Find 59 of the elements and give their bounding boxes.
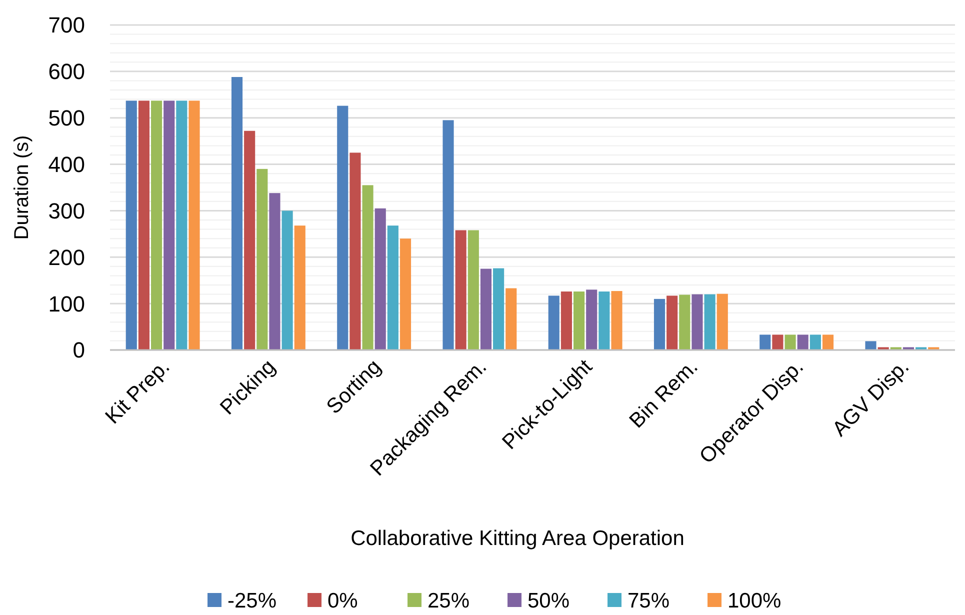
bar bbox=[598, 292, 610, 350]
bar bbox=[455, 230, 466, 350]
bar bbox=[282, 210, 293, 350]
bar bbox=[480, 268, 492, 350]
bar bbox=[350, 152, 361, 350]
y-tick-label: 400 bbox=[48, 152, 85, 177]
bar bbox=[493, 268, 504, 350]
bar bbox=[865, 341, 876, 350]
legend-label: 100% bbox=[728, 589, 782, 612]
bar bbox=[294, 226, 306, 350]
y-tick-label: 200 bbox=[48, 244, 85, 270]
y-tick-label: 100 bbox=[48, 291, 85, 316]
bar bbox=[231, 77, 243, 350]
y-tick-label: 500 bbox=[48, 106, 85, 131]
bar bbox=[256, 168, 268, 350]
bar bbox=[176, 100, 188, 350]
bar bbox=[692, 294, 703, 350]
legend-label: 50% bbox=[528, 589, 570, 612]
bar bbox=[138, 100, 150, 350]
bar bbox=[772, 334, 784, 350]
bar bbox=[822, 334, 834, 350]
bar bbox=[654, 298, 666, 350]
legend-label: 25% bbox=[428, 589, 470, 612]
bar bbox=[188, 100, 200, 350]
bar bbox=[760, 334, 771, 350]
bar bbox=[244, 130, 256, 350]
bar bbox=[150, 100, 162, 350]
bar bbox=[362, 185, 374, 350]
bar bbox=[797, 334, 808, 350]
bar bbox=[387, 226, 398, 350]
bar bbox=[716, 294, 728, 350]
bar bbox=[442, 120, 454, 350]
bar bbox=[611, 291, 622, 350]
bar bbox=[548, 296, 560, 350]
bar bbox=[126, 100, 137, 350]
bar bbox=[337, 106, 348, 350]
bar bbox=[704, 294, 716, 350]
bar bbox=[666, 296, 678, 350]
bar bbox=[679, 294, 690, 350]
bar bbox=[560, 292, 572, 350]
x-axis-title: Collaborative Kitting Area Operation bbox=[350, 527, 684, 550]
bar bbox=[468, 230, 479, 350]
y-tick-label: 0 bbox=[72, 338, 85, 363]
bar bbox=[506, 288, 517, 350]
bar bbox=[586, 290, 598, 350]
y-axis-title: Duration (s) bbox=[11, 135, 33, 240]
bar bbox=[784, 334, 796, 350]
bar bbox=[374, 208, 386, 350]
y-tick-label: 600 bbox=[48, 59, 85, 84]
bar bbox=[573, 292, 585, 350]
y-tick-label: 700 bbox=[48, 12, 85, 38]
bar bbox=[400, 238, 412, 350]
legend-label: -25% bbox=[228, 589, 277, 612]
bar bbox=[269, 193, 280, 350]
legend-label: 75% bbox=[628, 589, 670, 612]
bar bbox=[810, 334, 821, 350]
y-tick-label: 300 bbox=[48, 198, 85, 224]
legend-label: 0% bbox=[328, 589, 358, 612]
bar bbox=[164, 100, 175, 350]
